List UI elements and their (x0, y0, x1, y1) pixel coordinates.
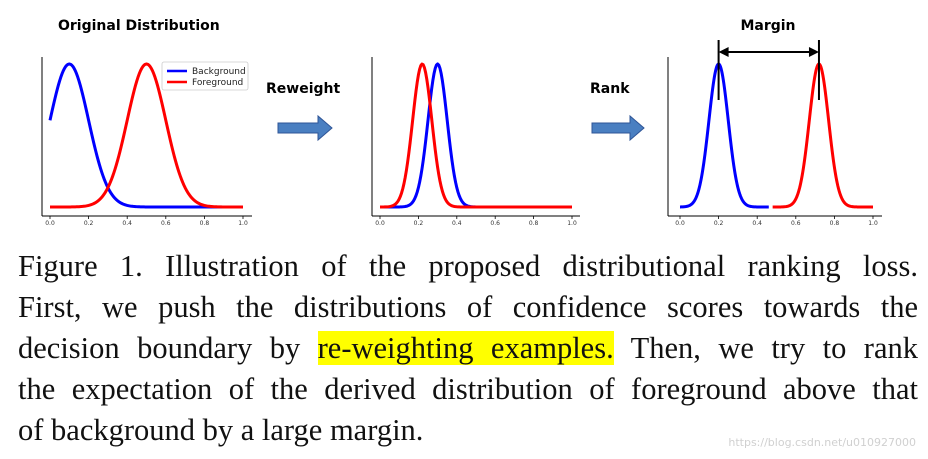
x-tick-label: 0.4 (452, 220, 462, 227)
red-curve (771, 62, 874, 209)
arrow-label-reweight: Reweight (266, 81, 340, 97)
caption-line-3-before: decision boundary by (18, 331, 318, 365)
x-tick-label: 0.6 (161, 220, 171, 227)
rank-arrow-icon (591, 114, 645, 142)
x-tick-label: 0.2 (84, 220, 94, 227)
x-tick-label: 0.8 (529, 220, 539, 227)
caption-line-4: the expectation of the derived distribut… (18, 372, 918, 406)
x-tick-label: 0.6 (791, 220, 801, 227)
blue-curve (679, 62, 770, 209)
watermark: https://blog.csdn.net/u010927000 (728, 436, 916, 449)
x-tick-label: 1.0 (567, 220, 577, 227)
figure-caption: Figure 1. Illustration of the proposed d… (18, 246, 918, 451)
x-tick-label: 0.2 (714, 220, 724, 227)
chart-ranked-distribution: 0.0 0.2 0.4 0.6 0.8 1.0 (667, 40, 882, 227)
x-tick-label: 0.0 (675, 220, 685, 227)
caption-highlight: re-weighting examples. (317, 331, 614, 365)
foreground-curve (49, 62, 244, 209)
x-tick-label: 0.0 (45, 220, 55, 227)
x-tick-label: 1.0 (238, 220, 248, 227)
legend-label: Background (192, 67, 246, 77)
blue-curve (379, 62, 573, 209)
caption-line-2: First, we push the distributions of conf… (18, 290, 918, 324)
x-tick-label: 0.8 (830, 220, 840, 227)
arrow-label-rank: Rank (590, 81, 630, 97)
red-curve (379, 62, 573, 209)
caption-line-3: decision boundary by re-weighting exampl… (18, 328, 918, 369)
panel-title-margin: Margin (740, 18, 795, 34)
margin-arrowhead-left-icon (718, 47, 729, 57)
x-tick-label: 0.0 (375, 220, 385, 227)
panel-title-original: Original Distribution (58, 18, 220, 34)
caption-line-5: of background by a large margin. (18, 413, 424, 447)
chart-reweighted-distribution: 0.0 0.2 0.4 0.6 0.8 1.0 (371, 57, 580, 227)
reweight-arrow-icon (277, 114, 333, 142)
x-tick-label: 0.2 (414, 220, 424, 227)
margin-arrowhead-right-icon (808, 47, 819, 57)
legend-label: Foreground (192, 78, 243, 88)
x-tick-label: 0.8 (200, 220, 210, 227)
caption-line-1: Figure 1. Illustration of the proposed d… (18, 249, 918, 283)
x-tick-label: 0.6 (490, 220, 500, 227)
caption-line-3-after: Then, we try to rank (613, 331, 918, 365)
x-tick-label: 0.4 (752, 220, 762, 227)
figure: Original Distribution Margin Reweight Ra… (41, 18, 882, 227)
x-tick-label: 1.0 (868, 220, 878, 227)
x-tick-label: 0.4 (122, 220, 132, 227)
